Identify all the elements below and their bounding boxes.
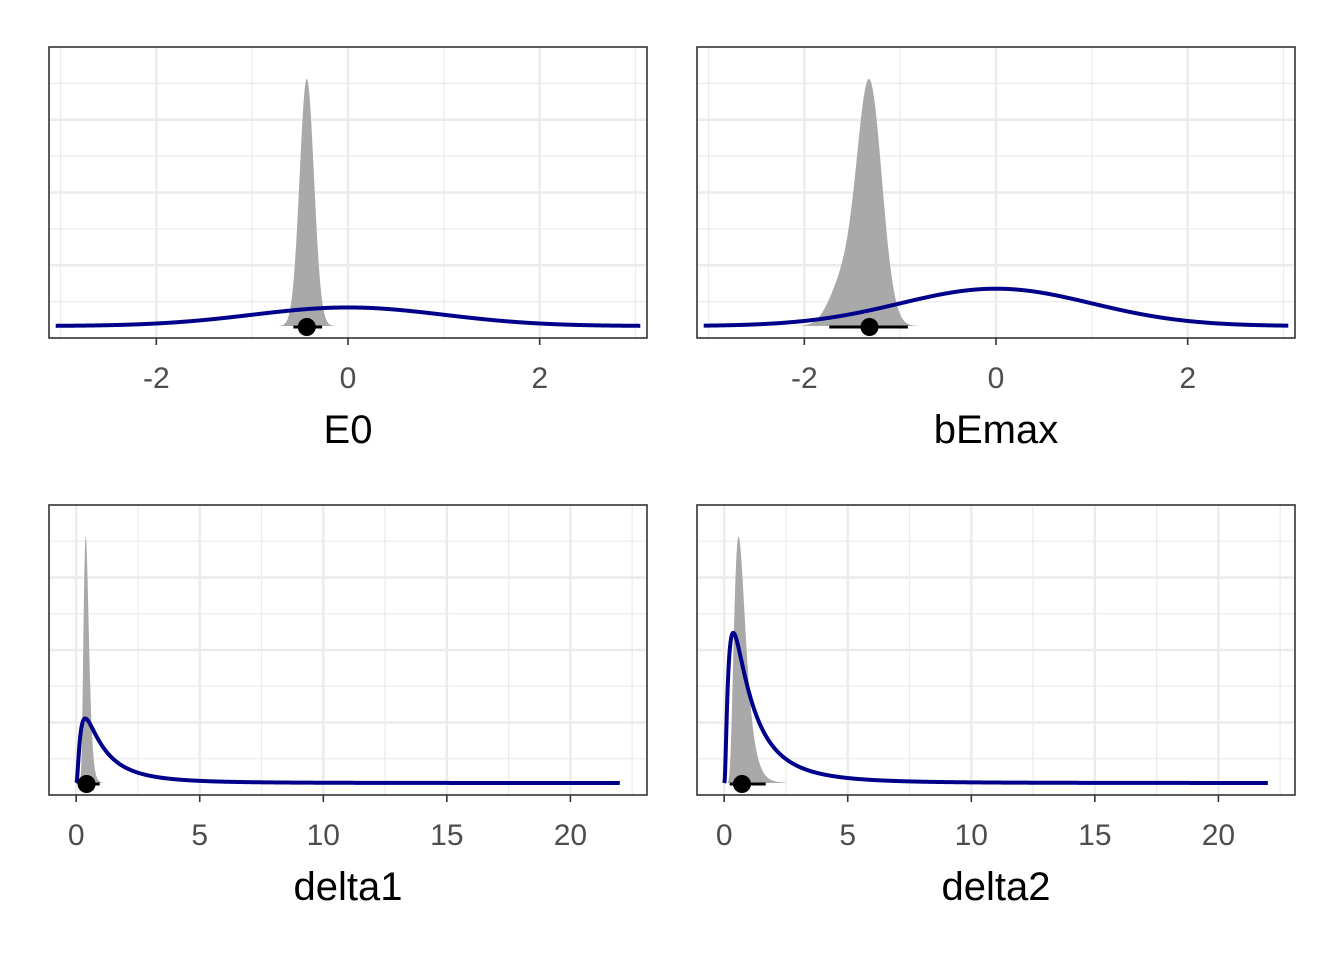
- posterior-point-estimate: [297, 318, 316, 336]
- x-tick-label: 15: [430, 819, 463, 852]
- gridlines: [49, 505, 647, 795]
- x-axis-title: delta2: [942, 865, 1051, 909]
- posterior-density-area: [269, 78, 344, 327]
- panel-border: [696, 504, 1296, 796]
- x-tick-label: 0: [988, 362, 1005, 395]
- panel-E0: -2 0 2 E0: [48, 46, 648, 452]
- posterior-point-estimate: [77, 775, 96, 793]
- x-axis-title: bEmax: [934, 408, 1059, 452]
- x-tick-label: 10: [307, 819, 340, 852]
- x-tick-label: 2: [531, 362, 548, 395]
- x-tick-label: 2: [1179, 362, 1196, 395]
- prior-density-line: [54, 305, 642, 328]
- x-tick-label: 0: [68, 819, 85, 852]
- x-axis-title: E0: [324, 408, 373, 452]
- x-tick-label: 5: [839, 819, 856, 852]
- panel-border: [48, 504, 648, 796]
- posterior-point-estimate: [860, 318, 879, 336]
- x-tick-label: 15: [1078, 819, 1111, 852]
- prior-density-line: [74, 716, 622, 785]
- panel-delta1: 0 5 10 15 20 delta1: [48, 504, 648, 909]
- x-tick-label: -2: [143, 362, 170, 395]
- x-axis-title: delta1: [294, 865, 403, 909]
- prior-density-line: [702, 286, 1290, 328]
- x-tick-label: 0: [716, 819, 733, 852]
- gridlines: [697, 505, 1295, 795]
- panel-bEmax: -2 0 2 bEmax: [696, 46, 1296, 452]
- gridlines: [49, 47, 647, 338]
- x-tick-label: 20: [554, 819, 587, 852]
- prior-density-line: [722, 630, 1270, 785]
- x-tick-label: 10: [955, 819, 988, 852]
- posterior-point-estimate: [732, 775, 751, 793]
- panel-delta2: 0 5 10 15 20 delta2: [696, 504, 1296, 909]
- posterior-density-area: [794, 78, 953, 326]
- x-tick-label: 5: [191, 819, 208, 852]
- x-tick-label: 20: [1202, 819, 1235, 852]
- posterior-density-area: [727, 536, 786, 783]
- x-tick-label: 0: [340, 362, 357, 395]
- x-tick-label: -2: [791, 362, 818, 395]
